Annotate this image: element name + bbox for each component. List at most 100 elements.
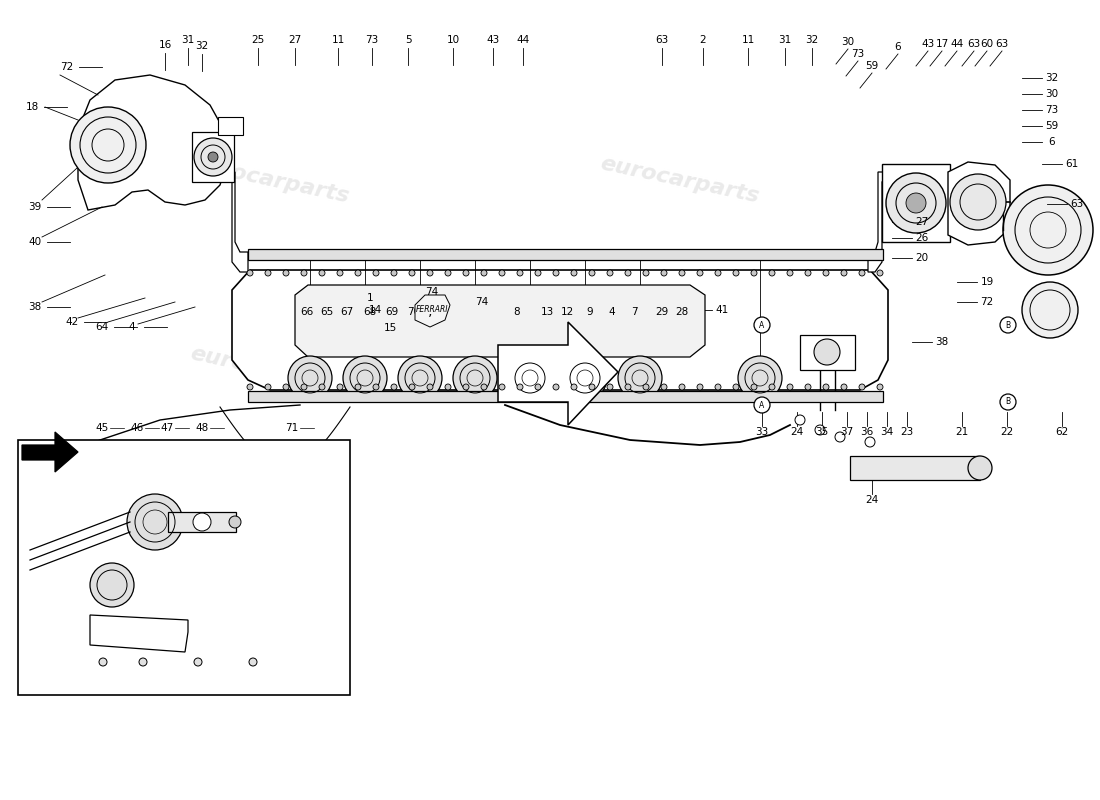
Circle shape bbox=[337, 384, 343, 390]
Text: 74: 74 bbox=[426, 287, 439, 297]
Text: 32: 32 bbox=[196, 41, 209, 51]
Text: 73: 73 bbox=[1045, 105, 1058, 115]
Circle shape bbox=[355, 270, 361, 276]
Circle shape bbox=[319, 384, 324, 390]
Text: 63: 63 bbox=[996, 39, 1009, 49]
Text: 25: 25 bbox=[252, 35, 265, 45]
Text: 14: 14 bbox=[368, 305, 382, 315]
Circle shape bbox=[697, 270, 703, 276]
Circle shape bbox=[1000, 317, 1016, 333]
Circle shape bbox=[823, 384, 829, 390]
Circle shape bbox=[301, 384, 307, 390]
Circle shape bbox=[679, 270, 685, 276]
Text: 1: 1 bbox=[366, 293, 373, 303]
Circle shape bbox=[463, 384, 469, 390]
Text: 32: 32 bbox=[805, 35, 818, 45]
Circle shape bbox=[795, 415, 805, 425]
Circle shape bbox=[805, 270, 811, 276]
Circle shape bbox=[823, 270, 829, 276]
Text: 18: 18 bbox=[25, 102, 39, 112]
Text: 8: 8 bbox=[514, 307, 520, 317]
Text: 7: 7 bbox=[630, 307, 637, 317]
Circle shape bbox=[865, 437, 874, 447]
Text: 31: 31 bbox=[779, 35, 792, 45]
Text: 43: 43 bbox=[922, 39, 935, 49]
Circle shape bbox=[877, 270, 883, 276]
Circle shape bbox=[337, 270, 343, 276]
Circle shape bbox=[481, 384, 487, 390]
Circle shape bbox=[453, 356, 497, 400]
Text: 36: 36 bbox=[860, 427, 873, 437]
Circle shape bbox=[481, 270, 487, 276]
Polygon shape bbox=[868, 172, 888, 272]
Text: 43: 43 bbox=[486, 35, 499, 45]
Text: 11: 11 bbox=[331, 35, 344, 45]
Circle shape bbox=[90, 563, 134, 607]
Bar bbox=[248, 249, 883, 260]
Text: 68: 68 bbox=[363, 307, 376, 317]
Circle shape bbox=[319, 270, 324, 276]
Text: 2: 2 bbox=[700, 35, 706, 45]
Text: 29: 29 bbox=[656, 307, 669, 317]
Text: 6: 6 bbox=[894, 42, 901, 52]
Polygon shape bbox=[22, 432, 78, 472]
Text: 58: 58 bbox=[180, 663, 194, 673]
Circle shape bbox=[715, 270, 720, 276]
Circle shape bbox=[535, 384, 541, 390]
Circle shape bbox=[814, 339, 840, 365]
Text: 56: 56 bbox=[96, 663, 109, 673]
Text: 59: 59 bbox=[1045, 121, 1058, 131]
Circle shape bbox=[786, 270, 793, 276]
Text: 9: 9 bbox=[586, 307, 593, 317]
Circle shape bbox=[751, 270, 757, 276]
Circle shape bbox=[288, 356, 332, 400]
Text: 73: 73 bbox=[851, 49, 865, 59]
Circle shape bbox=[427, 384, 433, 390]
Circle shape bbox=[446, 270, 451, 276]
Circle shape bbox=[463, 270, 469, 276]
Text: FERRARI: FERRARI bbox=[416, 306, 449, 314]
Polygon shape bbox=[295, 285, 705, 357]
Text: 35: 35 bbox=[815, 427, 828, 437]
Text: 28: 28 bbox=[675, 307, 689, 317]
Text: 55: 55 bbox=[25, 578, 39, 588]
Circle shape bbox=[968, 456, 992, 480]
Circle shape bbox=[618, 356, 662, 400]
Text: 61: 61 bbox=[1066, 159, 1079, 169]
Text: 48: 48 bbox=[196, 423, 209, 433]
Circle shape bbox=[733, 270, 739, 276]
Polygon shape bbox=[78, 75, 228, 210]
Circle shape bbox=[607, 270, 613, 276]
Circle shape bbox=[859, 384, 865, 390]
Bar bbox=[882, 164, 950, 242]
Polygon shape bbox=[498, 322, 618, 425]
Circle shape bbox=[769, 270, 776, 276]
Text: 39: 39 bbox=[29, 202, 42, 212]
Circle shape bbox=[499, 384, 505, 390]
Text: 3: 3 bbox=[431, 307, 438, 317]
Text: 41: 41 bbox=[715, 305, 728, 315]
Text: 73: 73 bbox=[365, 35, 378, 45]
Text: 34: 34 bbox=[880, 427, 893, 437]
Text: 24: 24 bbox=[866, 495, 879, 505]
Circle shape bbox=[805, 384, 811, 390]
Circle shape bbox=[99, 658, 107, 666]
Circle shape bbox=[563, 356, 607, 400]
Circle shape bbox=[283, 384, 289, 390]
Text: 24: 24 bbox=[791, 427, 804, 437]
Text: 71: 71 bbox=[285, 423, 298, 433]
Text: 19: 19 bbox=[980, 277, 993, 287]
Circle shape bbox=[427, 270, 433, 276]
Circle shape bbox=[355, 384, 361, 390]
Text: 54: 54 bbox=[25, 623, 39, 633]
Text: 72: 72 bbox=[60, 62, 74, 72]
Circle shape bbox=[30, 465, 40, 475]
Text: 66: 66 bbox=[300, 307, 313, 317]
Circle shape bbox=[815, 425, 825, 435]
Circle shape bbox=[571, 384, 578, 390]
Circle shape bbox=[1000, 394, 1016, 410]
Bar bbox=[800, 335, 855, 370]
Circle shape bbox=[950, 174, 1006, 230]
Text: 30: 30 bbox=[842, 37, 855, 47]
Circle shape bbox=[588, 384, 595, 390]
